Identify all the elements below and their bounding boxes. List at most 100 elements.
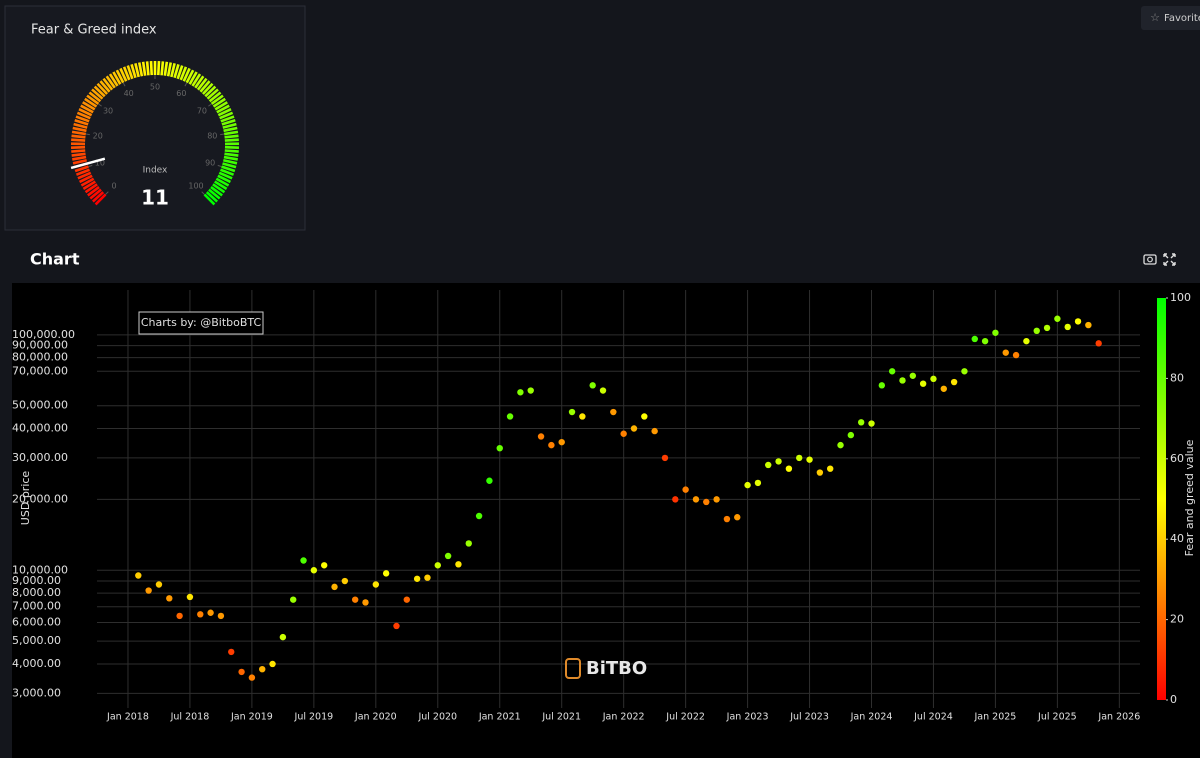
point — [1054, 315, 1061, 322]
point — [413, 575, 421, 582]
gauge-title: Fear & Greed index — [31, 23, 157, 38]
gauge-band — [185, 69, 195, 84]
point — [888, 368, 896, 375]
favorite-background[interactable] — [1141, 6, 1200, 30]
gauge-tick — [208, 103, 212, 107]
point — [723, 515, 731, 523]
gauge-band — [188, 71, 198, 85]
point — [320, 562, 328, 569]
camera-lens[interactable] — [1147, 256, 1153, 263]
y-tick-label: 4,000.00 — [12, 657, 61, 670]
point — [878, 382, 886, 389]
point — [434, 562, 441, 569]
gauge-band — [119, 67, 128, 82]
camera-icon[interactable] — [1143, 254, 1157, 265]
point — [981, 337, 989, 345]
gauge-band — [99, 80, 111, 93]
point — [362, 599, 369, 606]
point — [217, 612, 225, 620]
gauge-band — [208, 91, 222, 103]
x-tick-label: Jan 2018 — [106, 712, 149, 723]
point — [930, 375, 937, 383]
point — [393, 622, 400, 630]
x-tick-label: Jan 2026 — [1097, 712, 1140, 723]
gauge-band — [170, 63, 176, 78]
gauge-band — [88, 91, 102, 103]
gauge-band — [182, 67, 191, 82]
point — [796, 454, 803, 462]
gauge-band — [216, 104, 230, 114]
point — [826, 465, 834, 472]
gauge-tick-label: 80 — [207, 131, 217, 140]
point — [909, 372, 917, 379]
x-tick-label: Jan 2025 — [974, 712, 1017, 723]
gauge-band — [72, 155, 87, 161]
point — [475, 512, 483, 520]
gauge-tick — [105, 191, 109, 195]
point — [228, 648, 235, 656]
gauge-band — [214, 180, 228, 190]
fullscreen-icon[interactable] — [1163, 253, 1176, 266]
point — [950, 378, 958, 386]
point — [506, 413, 514, 420]
gauge-band — [75, 168, 90, 176]
gauge-band — [78, 108, 93, 117]
y-tick-label: 100,000.00 — [12, 328, 75, 341]
point — [496, 444, 503, 452]
y-tick-label: 5,000.00 — [12, 634, 61, 647]
gauge-band — [94, 193, 107, 206]
point — [455, 561, 462, 568]
fullscreen-glyph[interactable] — [1163, 253, 1176, 266]
chart-heading: Chart — [30, 250, 80, 269]
gauge-band — [134, 63, 140, 78]
gauge-value: 11 — [141, 186, 169, 210]
gauge-band — [224, 138, 239, 142]
gauge-band — [223, 159, 238, 165]
point — [1002, 349, 1009, 356]
gauge-tick — [201, 191, 205, 195]
gauge-band — [205, 191, 219, 203]
point — [382, 570, 390, 577]
y-tick-label: 90,000.00 — [12, 339, 68, 352]
point — [579, 413, 586, 420]
point — [940, 385, 947, 392]
point — [186, 593, 194, 601]
gauge-band — [224, 149, 239, 153]
point — [641, 413, 648, 420]
camera-body[interactable] — [1143, 254, 1157, 265]
gauge-band — [91, 191, 105, 203]
gauge-band — [218, 171, 233, 180]
point — [145, 587, 152, 594]
gauge-band — [160, 61, 165, 76]
gauge-panel — [4, 5, 306, 231]
gauge-band — [77, 171, 92, 180]
gauge-band — [105, 75, 116, 89]
point — [527, 387, 534, 394]
gauge-band — [84, 183, 98, 194]
gauge-tick-label: 0 — [111, 182, 116, 191]
gauge-band — [166, 62, 173, 77]
gauge-band — [137, 62, 144, 77]
gauge-tick — [220, 133, 225, 136]
gauge-band — [203, 193, 216, 206]
favorite-text[interactable]: Favorite — [1164, 13, 1200, 24]
gauge-band — [141, 61, 147, 76]
point — [744, 481, 751, 489]
gauge-tick — [98, 103, 102, 107]
favorite-button[interactable]: ☆ Favorite — [1141, 6, 1200, 30]
point — [259, 665, 266, 673]
star-icon[interactable]: ☆ — [1150, 11, 1160, 24]
gauge-band — [220, 168, 235, 176]
x-tick-label: Jul 2022 — [665, 712, 705, 723]
gauge-label: Index — [143, 166, 168, 176]
x-tick-label: Jul 2025 — [1037, 712, 1077, 723]
gauge-tick-label: 10 — [95, 158, 105, 167]
gauge-tick — [85, 133, 90, 136]
gauge-band — [173, 63, 180, 79]
point — [1033, 327, 1040, 335]
gauge-band — [201, 82, 214, 95]
point — [372, 581, 380, 588]
y-tick-label: 10,000.00 — [12, 563, 68, 576]
